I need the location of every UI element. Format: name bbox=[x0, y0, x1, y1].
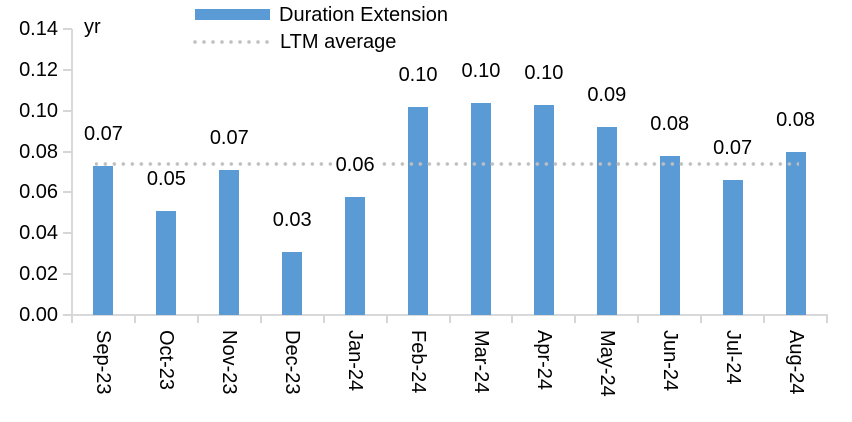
bar-May-24 bbox=[596, 127, 617, 315]
x-axis-category-label-May-24: May-24 bbox=[595, 330, 618, 397]
y-axis-line bbox=[71, 29, 73, 316]
y-axis-tick-label: 0.00 bbox=[19, 304, 58, 326]
legend-bar-swatch bbox=[195, 9, 270, 20]
ltm-average-line bbox=[94, 161, 800, 166]
bar-value-label-Jul-24: 0.07 bbox=[709, 135, 756, 162]
x-axis-tick-mark bbox=[826, 315, 828, 323]
x-axis-category-label-Nov-23: Nov-23 bbox=[218, 330, 241, 395]
y-axis-tick-mark bbox=[63, 109, 72, 112]
y-axis-tick-label: 0.04 bbox=[19, 222, 58, 245]
bar-value-label-Feb-24: 0.10 bbox=[395, 61, 442, 88]
x-axis-category-label-Apr-24: Apr-24 bbox=[532, 330, 555, 391]
x-axis-category-label-Oct-23: Oct-23 bbox=[155, 330, 178, 391]
bar-value-label-May-24: 0.09 bbox=[583, 82, 630, 109]
bar-Aug-24 bbox=[785, 151, 806, 315]
bar-value-label-Mar-24: 0.10 bbox=[457, 57, 504, 84]
legend-item-ltm-average: LTM average bbox=[188, 28, 448, 55]
bar-value-label-Apr-24: 0.10 bbox=[520, 59, 567, 86]
bar-value-label-Jun-24: 0.08 bbox=[646, 110, 693, 137]
x-axis-tick-mark bbox=[133, 315, 136, 323]
x-axis-tick-mark bbox=[574, 315, 577, 323]
x-axis-category-label-Aug-24: Aug-24 bbox=[784, 330, 807, 395]
bar-Nov-23 bbox=[219, 169, 240, 315]
bar-value-label-Jan-24: 0.06 bbox=[332, 151, 379, 178]
y-axis-tick-mark bbox=[63, 68, 72, 71]
bar-Dec-23 bbox=[282, 251, 303, 315]
y-axis-tick-mark bbox=[63, 28, 72, 30]
x-axis-category-label-Mar-24: Mar-24 bbox=[469, 330, 492, 394]
bar-value-label-Aug-24: 0.08 bbox=[772, 106, 819, 133]
x-axis-category-label-Jul-24: Jul-24 bbox=[721, 330, 744, 385]
x-axis-tick-mark bbox=[700, 315, 703, 323]
x-axis-tick-mark bbox=[511, 315, 514, 323]
y-axis-tick-label: 0.08 bbox=[19, 140, 58, 163]
x-axis-tick-mark bbox=[448, 315, 451, 323]
x-axis-tick-mark bbox=[763, 315, 766, 323]
y-axis-tick-mark bbox=[63, 314, 72, 316]
y-axis-tick-mark bbox=[63, 191, 72, 194]
legend-label-duration-extension: Duration Extension bbox=[279, 3, 448, 26]
x-axis-tick-mark bbox=[196, 315, 199, 323]
x-axis-category-label-Jun-24: Jun-24 bbox=[658, 330, 681, 392]
bar-Oct-23 bbox=[156, 210, 177, 315]
x-axis-tick-mark bbox=[71, 315, 73, 323]
bar-Feb-24 bbox=[408, 106, 429, 315]
bar-Jan-24 bbox=[345, 196, 366, 315]
y-axis-tick-label: 0.12 bbox=[19, 58, 58, 81]
y-axis-tick-mark bbox=[63, 232, 72, 235]
legend-label-ltm-average: LTM average bbox=[280, 30, 397, 53]
bar-Jun-24 bbox=[659, 155, 680, 315]
y-axis-tick-label: 0.06 bbox=[19, 181, 58, 204]
bar-Apr-24 bbox=[533, 104, 554, 315]
bar-value-label-Nov-23: 0.07 bbox=[206, 124, 253, 151]
x-axis-category-label-Sep-23: Sep-23 bbox=[92, 330, 115, 395]
legend-item-duration-extension: Duration Extension bbox=[188, 1, 448, 28]
legend: Duration Extension LTM average bbox=[188, 1, 448, 55]
y-axis-tick-label: 0.14 bbox=[19, 18, 58, 40]
x-axis-category-label-Dec-23: Dec-23 bbox=[281, 330, 304, 395]
x-axis-category-label-Feb-24: Feb-24 bbox=[407, 330, 430, 394]
bar-Mar-24 bbox=[470, 102, 491, 315]
legend-dotted-line-swatch bbox=[188, 39, 274, 44]
y-axis-tick-label: 0.02 bbox=[19, 263, 58, 286]
y-axis-tick-mark bbox=[63, 273, 72, 276]
x-axis-tick-mark bbox=[637, 315, 640, 323]
y-axis-tick-label: 0.10 bbox=[19, 99, 58, 122]
x-axis-category-label-Jan-24: Jan-24 bbox=[344, 330, 367, 392]
y-axis-unit-label: yr bbox=[84, 16, 101, 38]
bar-value-label-Oct-23: 0.05 bbox=[143, 165, 190, 192]
y-axis-tick-mark bbox=[63, 150, 72, 153]
bar-Sep-23 bbox=[93, 165, 114, 315]
x-axis-tick-mark bbox=[385, 315, 388, 323]
x-axis-tick-mark bbox=[259, 315, 262, 323]
bar-value-label-Dec-23: 0.03 bbox=[269, 206, 316, 233]
x-axis-tick-mark bbox=[322, 315, 325, 323]
bar-Jul-24 bbox=[722, 180, 743, 315]
bar-value-label-Sep-23: 0.07 bbox=[80, 120, 127, 147]
